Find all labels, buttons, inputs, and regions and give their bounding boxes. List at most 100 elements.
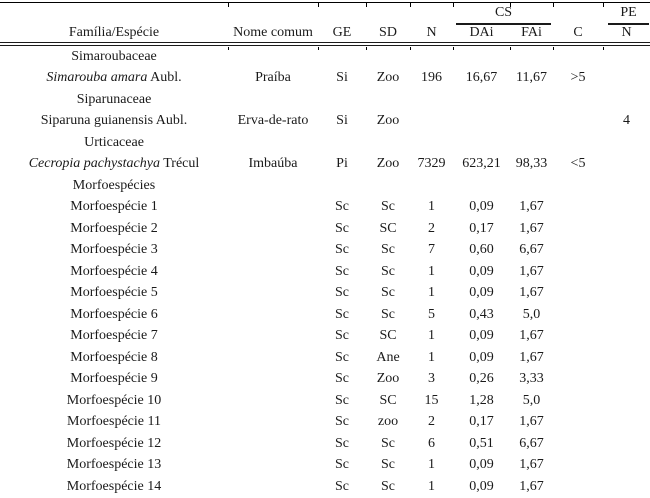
- column-tick: [318, 47, 319, 50]
- table-cell: 1,67: [519, 457, 544, 472]
- table-cell: Sc: [381, 478, 395, 494]
- table-cell: Si: [336, 113, 348, 128]
- table-cell: 1: [428, 285, 435, 300]
- table-cell: [510, 44, 553, 68]
- table-row: Morfoespécie 5 Sc Sc 1 0,09 1,67: [0, 282, 650, 304]
- table-cell: [228, 347, 318, 369]
- column-tick: [553, 3, 554, 7]
- table-cell: [228, 218, 318, 240]
- table-row: Morfoespécie 7 Sc SC 1 0,09 1,67: [0, 325, 650, 347]
- column-header-ge: GE: [318, 24, 366, 46]
- table-cell: Ane: [376, 349, 400, 365]
- table-cell: 1,67: [519, 414, 544, 429]
- table-cell: [510, 110, 553, 132]
- species-name-cell: Morfoespécie 8: [70, 349, 158, 365]
- table-cell: 0,09: [469, 328, 494, 343]
- table-cell: [228, 89, 318, 111]
- table-cell: 0,60: [469, 242, 494, 257]
- table-cell: SC: [379, 220, 397, 236]
- table-cell: [228, 282, 318, 304]
- table-cell: [553, 347, 603, 369]
- table-cell: Sc: [335, 285, 349, 300]
- table-cell: Zoo: [376, 371, 400, 386]
- table-cell: [510, 89, 553, 111]
- column-header-dai: DAi: [453, 24, 510, 46]
- table-cell: [228, 196, 318, 218]
- table-cell: Sc: [335, 306, 349, 322]
- table-body: Simaroubaceae Simarouba amara Aubl. Praíba…: [0, 44, 650, 498]
- table-cell: 1: [428, 478, 435, 494]
- table-cell: Pi: [336, 156, 348, 171]
- column-tick: [603, 47, 604, 50]
- table-cell: >5: [570, 70, 586, 85]
- species-name-cell: Morfoespécie 9: [70, 371, 158, 386]
- table-cell: 6: [428, 435, 435, 451]
- column-header-family-species: Família/Espécie: [0, 24, 228, 46]
- species-name-cell: Morfoespécie 2: [70, 220, 158, 236]
- table-cell: 1: [428, 199, 435, 214]
- table-cell: 0,26: [469, 371, 494, 386]
- table-cell: 2: [428, 220, 435, 236]
- table-cell: [453, 132, 510, 154]
- table-cell: Sc: [381, 306, 395, 322]
- table-cell: 4: [623, 113, 630, 128]
- table-row: Simarouba amara Aubl. Praíba Si Zoo 196 16,67…: [0, 67, 650, 89]
- table-cell: 16,67: [465, 70, 498, 85]
- table-cell: [553, 44, 603, 68]
- table-cell: 1,67: [519, 478, 544, 494]
- column-header-sd: SD: [366, 24, 410, 46]
- table-cell: Sc: [335, 392, 349, 408]
- table-cell: [553, 304, 603, 326]
- table-cell: [453, 175, 510, 197]
- species-name-cell: Morfoespécie 13: [66, 457, 162, 472]
- table-cell: 5: [428, 306, 435, 322]
- table-cell: [603, 325, 650, 347]
- species-name-italic: Cecropia pachystachya: [28, 156, 160, 171]
- species-name-cell: Urticaceae: [84, 134, 144, 150]
- column-header-pe-n: N: [603, 24, 650, 46]
- table-cell: Sc: [335, 328, 349, 343]
- table-cell: Sc: [335, 349, 349, 365]
- table-cell: [603, 261, 650, 283]
- table-cell: 1,67: [519, 263, 544, 279]
- table-cell: [553, 325, 603, 347]
- table-cell: [603, 44, 650, 68]
- table-row: Morfoespécie 8 Sc Ane 1 0,09 1,67: [0, 347, 650, 369]
- table-cell: [228, 239, 318, 261]
- table-cell: Sc: [381, 242, 395, 257]
- table-cell: 6,67: [519, 242, 544, 257]
- table-row: Morfoespécie 13 Sc Sc 1 0,09 1,67: [0, 454, 650, 476]
- table-cell: 1,67: [519, 349, 544, 365]
- table-cell: [603, 390, 650, 412]
- column-tick: [510, 3, 511, 7]
- table-cell: [553, 433, 603, 455]
- table-cell: [228, 132, 318, 154]
- table-cell: [410, 175, 453, 197]
- table-cell: [603, 175, 650, 197]
- column-tick: [510, 47, 511, 50]
- table-cell: 7: [428, 242, 435, 257]
- table-cell: Sc: [335, 414, 349, 429]
- table-cell: 5,0: [522, 392, 541, 408]
- table-cell: 1,28: [469, 392, 494, 408]
- table-cell: [553, 476, 603, 498]
- table-row: Morfoespécie 10 Sc SC 15 1,28 5,0: [0, 390, 650, 412]
- table-cell: [603, 282, 650, 304]
- column-tick: [366, 47, 367, 50]
- table-row: Morfoespécie 9 Sc Zoo 3 0,26 3,33: [0, 368, 650, 390]
- table-cell: 1,67: [519, 220, 544, 236]
- group-header-row: CS PE: [0, 3, 650, 25]
- table-cell: 7329: [417, 156, 446, 171]
- table-row: Morfoespécie 1 Sc Sc 1 0,09 1,67: [0, 196, 650, 218]
- table-cell: [553, 132, 603, 154]
- table-cell: [603, 67, 650, 89]
- table-cell: 623,21: [462, 156, 501, 171]
- table-row: Siparunaceae: [0, 89, 650, 111]
- table-cell: 0,09: [469, 349, 494, 365]
- column-header-common-name: Nome comum: [228, 24, 318, 46]
- table-cell: [453, 110, 510, 132]
- table-cell: SC: [379, 392, 397, 408]
- group-header-pe: PE: [603, 3, 650, 25]
- table-cell: 3,33: [519, 371, 544, 386]
- table-cell: 0,43: [469, 306, 494, 322]
